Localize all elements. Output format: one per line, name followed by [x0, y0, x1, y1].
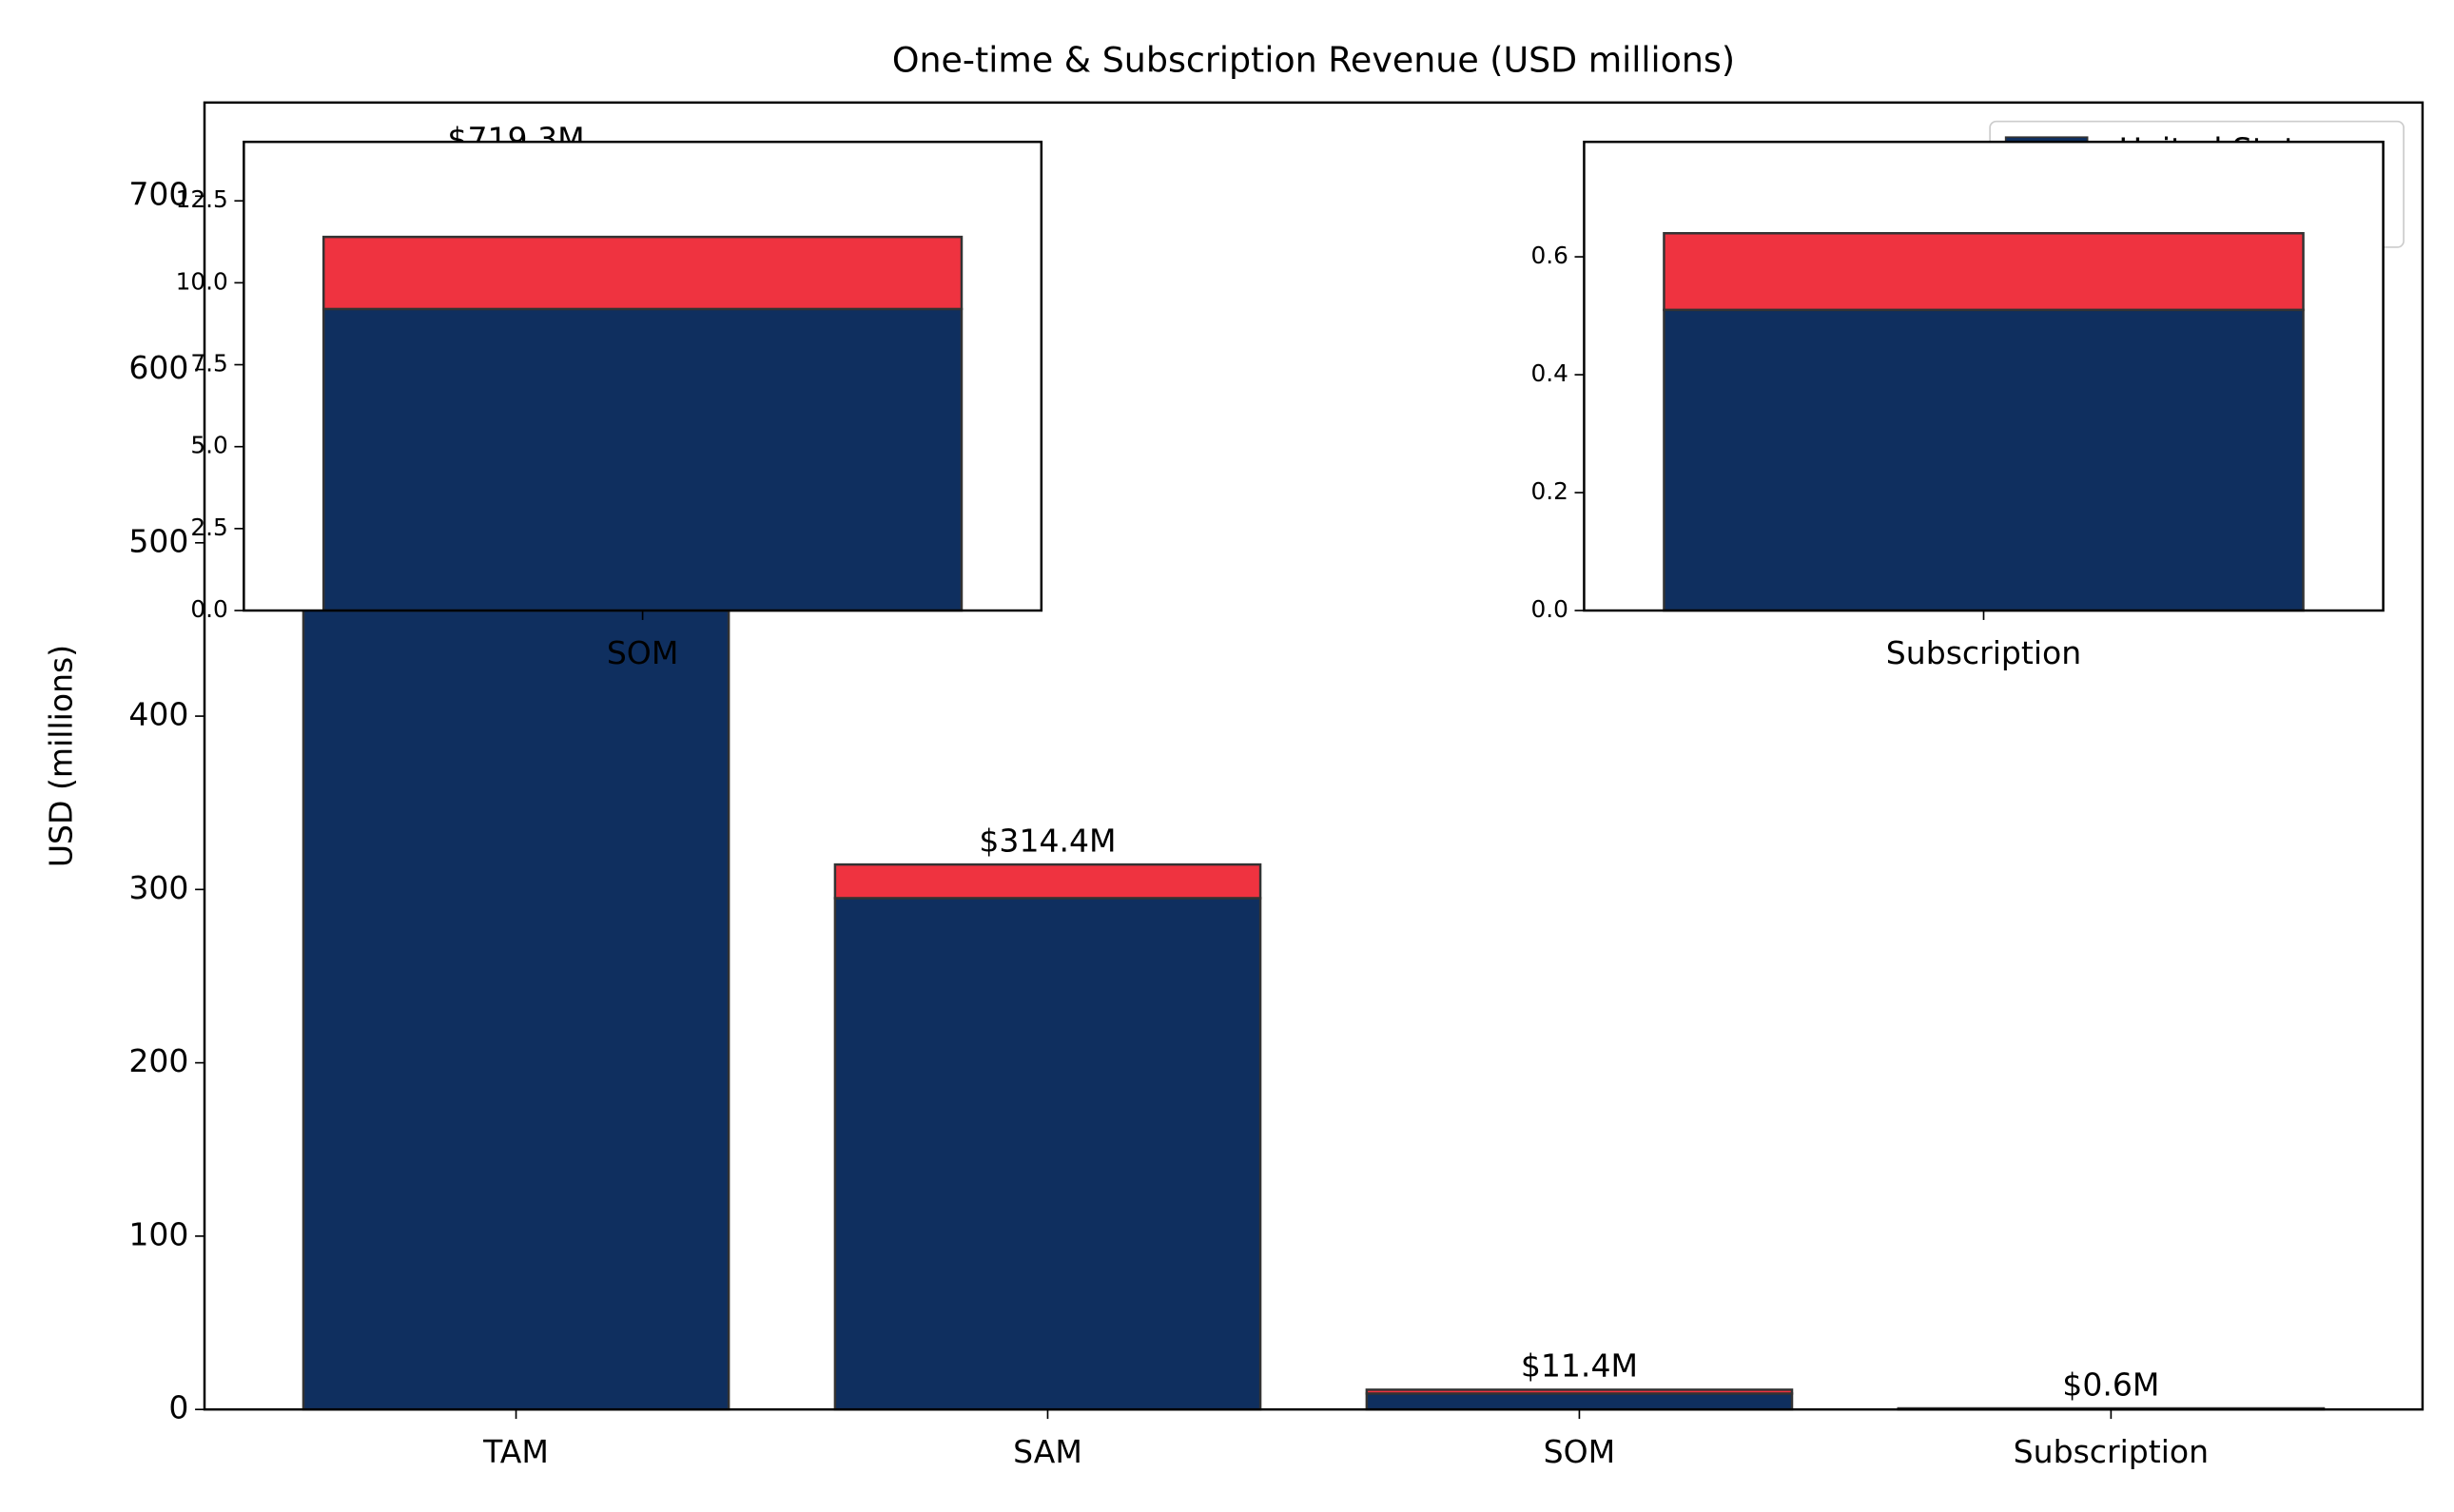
y-tick-label: 0.2 [1530, 477, 1568, 505]
axes-frame [243, 140, 1043, 612]
value-label: $0.6M [2062, 1366, 2159, 1403]
y-tick-label: 100 [128, 1215, 188, 1252]
y-tick-label: 500 [128, 522, 188, 559]
y-tick-label: 300 [128, 869, 188, 906]
bar-segment [833, 897, 1262, 1411]
bar-segment [1663, 232, 2305, 312]
y-tick-label: 0.0 [190, 595, 227, 623]
y-tick-label: 0.6 [1530, 242, 1568, 269]
x-tick-label: Subscription [2014, 1433, 2209, 1470]
bar-segment [1365, 1388, 1794, 1395]
y-tick-label: 10.0 [176, 267, 228, 295]
bar-segment [321, 235, 964, 311]
y-tick-label: 7.5 [190, 350, 227, 378]
x-tick-label: SOM [607, 634, 679, 671]
axes-frame [1583, 140, 2385, 612]
bar-segment [833, 863, 1262, 900]
bar-segment [1663, 308, 2305, 612]
axes-frame [203, 101, 2425, 1411]
y-tick-label: 200 [128, 1042, 188, 1079]
value-label: $11.4M [1521, 1347, 1638, 1385]
x-tick-label: SOM [1544, 1433, 1616, 1470]
y-tick-label: 400 [128, 696, 188, 733]
y-tick-label: 0.0 [1530, 595, 1568, 623]
x-tick-label: TAM [482, 1433, 549, 1470]
bar-segment [321, 307, 964, 612]
y-tick-label: 12.5 [176, 185, 228, 213]
bar-segment [1365, 1392, 1794, 1411]
y-tick-label: 600 [128, 349, 188, 386]
y-axis-label: USD (millions) [43, 645, 80, 867]
x-tick-label: Subscription [1886, 634, 2081, 671]
x-tick-label: SAM [1013, 1433, 1082, 1470]
y-tick-label: 5.0 [190, 432, 227, 459]
y-tick-label: 0 [168, 1389, 188, 1426]
y-tick-label: 700 [128, 176, 188, 213]
chart-title: One-time & Subscription Revenue (USD mil… [892, 39, 1735, 80]
y-tick-label: 2.5 [190, 514, 227, 541]
y-tick-label: 0.4 [1530, 359, 1568, 387]
value-label: $314.4M [979, 822, 1116, 859]
